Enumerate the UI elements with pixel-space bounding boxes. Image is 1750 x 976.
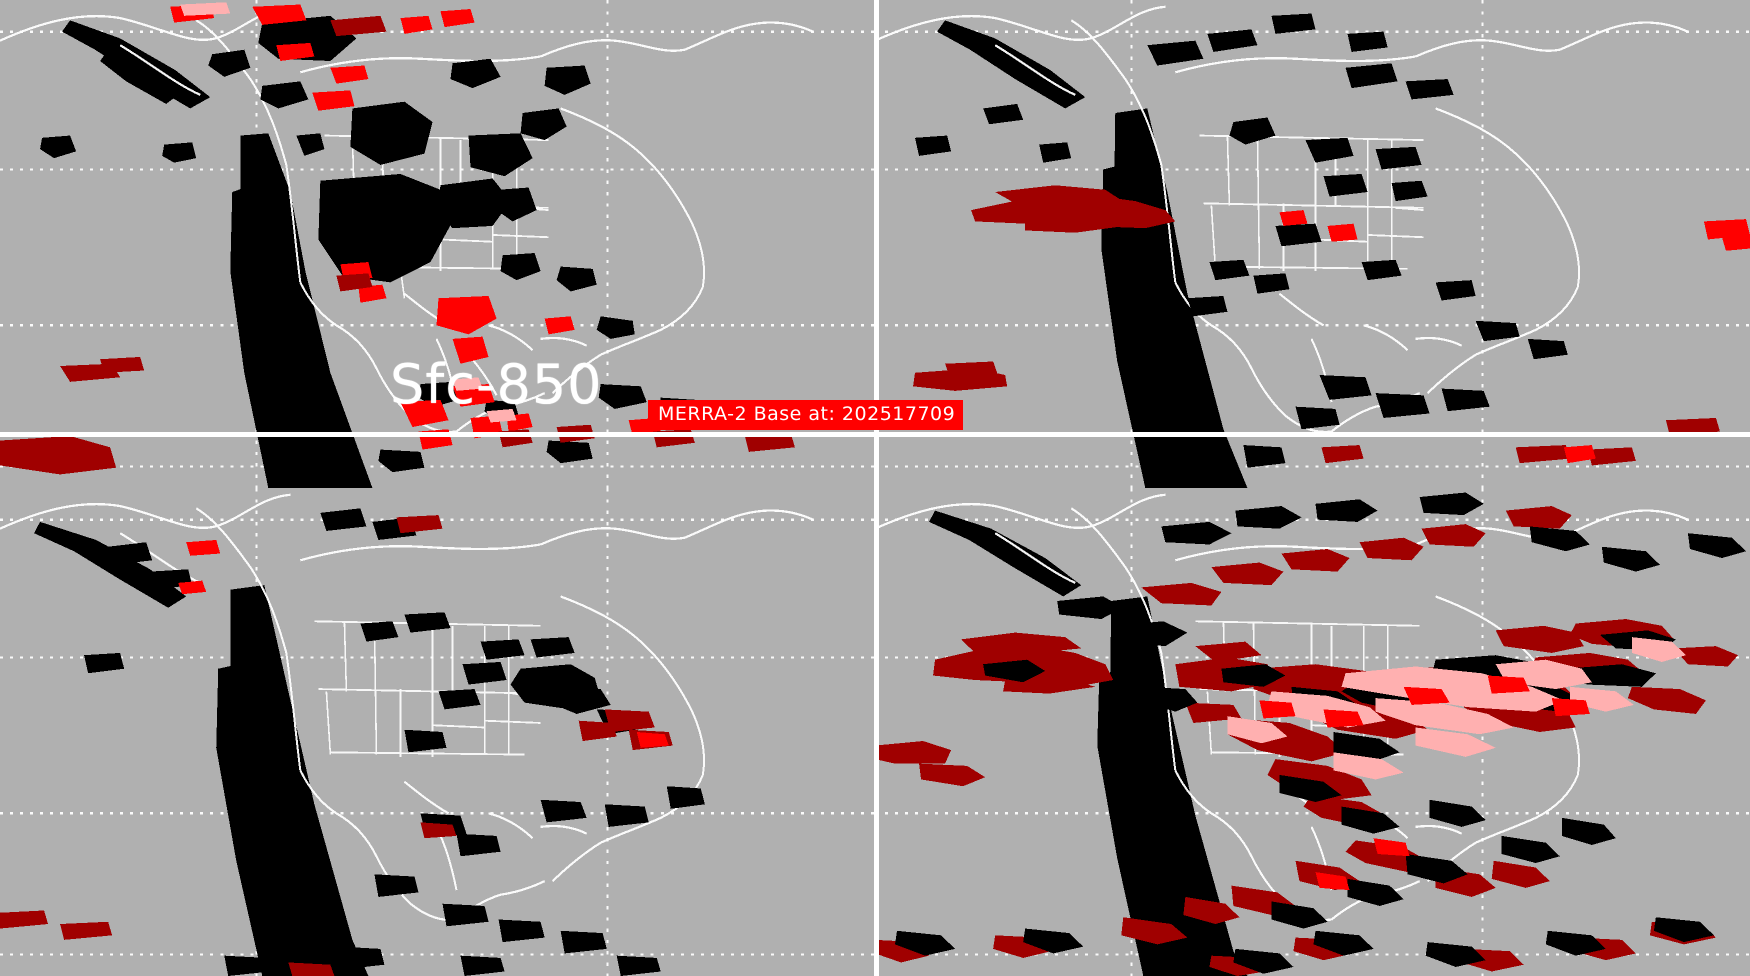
panel-divider-horizontal [0, 432, 1750, 437]
panel-map-canvas-500-300 [875, 488, 1750, 976]
panel-850-700[interactable]: 850-700 [875, 0, 1750, 488]
title-banner: MERRA-2 Base at: 202517709 [648, 400, 964, 430]
panel-map-canvas-850-700 [875, 0, 1750, 488]
panel-divider-vertical [874, 0, 879, 976]
panel-500-300[interactable]: 500-300 [875, 488, 1750, 976]
panel-map-canvas-sfc-850 [0, 0, 875, 488]
panel-map-canvas-700-500 [0, 488, 875, 976]
panel-700-500[interactable]: 700-500 [0, 488, 875, 976]
title-banner-text: MERRA-2 Base at: 202517709 [658, 403, 956, 425]
